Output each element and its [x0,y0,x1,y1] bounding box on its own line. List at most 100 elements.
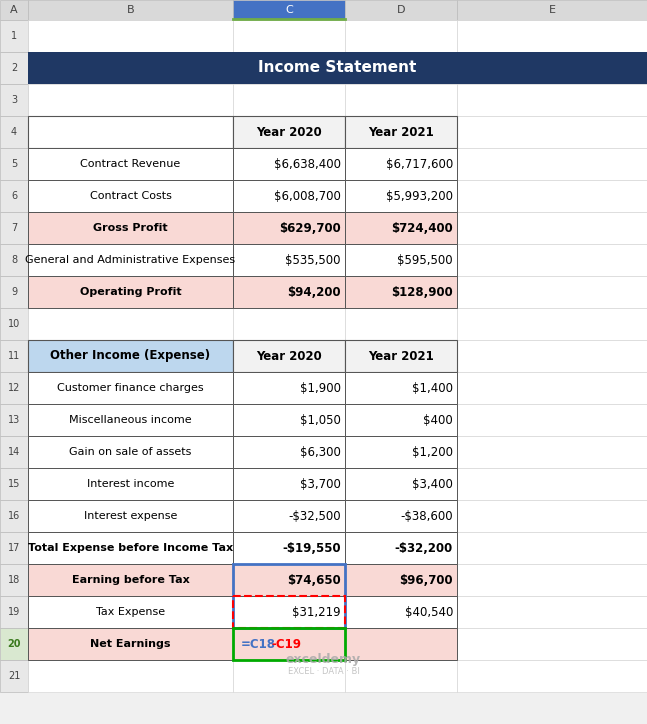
Bar [28,468,233,500]
Text: 5: 5 [11,159,17,169]
Text: $128,900: $128,900 [391,285,453,298]
Bar [28,404,233,436]
Text: 6: 6 [11,191,17,201]
Bar [233,340,345,372]
Bar [345,468,457,500]
Bar [0,244,28,276]
Bar [28,20,233,52]
Text: $96,700: $96,700 [399,573,453,586]
Text: $400: $400 [423,413,453,426]
Bar [345,340,457,372]
Text: $6,300: $6,300 [300,445,341,458]
Text: $1,200: $1,200 [412,445,453,458]
Bar [28,436,233,468]
Bar [345,628,457,660]
Bar [345,532,457,564]
Bar [345,212,457,244]
Bar [457,148,647,180]
Bar [345,596,457,628]
Bar [233,52,345,84]
Bar [28,244,233,276]
Bar [233,436,345,468]
Bar [0,212,28,244]
Bar [457,404,647,436]
Bar [233,20,345,52]
Bar [28,564,233,596]
Bar [28,564,233,596]
Bar [345,244,457,276]
Text: C: C [285,5,293,15]
Bar [233,180,345,212]
Bar [345,628,457,660]
Text: 12: 12 [8,383,20,393]
Bar [345,276,457,308]
Bar [345,116,457,148]
Bar [28,596,233,628]
Bar [457,500,647,532]
Bar [28,116,233,148]
Bar [345,436,457,468]
Text: Interest income: Interest income [87,479,174,489]
Bar [0,20,28,52]
Text: EXCEL · DATA · BI: EXCEL · DATA · BI [287,668,360,676]
Text: $1,900: $1,900 [300,382,341,395]
Bar [28,532,233,564]
Bar [233,372,345,404]
Bar [345,0,457,20]
Text: Year 2021: Year 2021 [368,350,434,363]
Bar [28,84,233,116]
Bar [28,532,233,564]
Text: Gross Profit: Gross Profit [93,223,168,233]
Text: Earning before Tax: Earning before Tax [72,575,190,585]
Bar [233,436,345,468]
Text: Gain on sale of assets: Gain on sale of assets [69,447,192,457]
Text: 1: 1 [11,31,17,41]
Bar [233,308,345,340]
Text: Operating Profit: Operating Profit [80,287,181,297]
Bar [28,628,233,660]
Bar [28,436,233,468]
Bar [233,212,345,244]
Bar [345,436,457,468]
Bar [345,564,457,596]
Bar [28,0,233,20]
Text: E: E [549,5,556,15]
Text: D: D [397,5,405,15]
Bar [233,276,345,308]
Bar [28,340,233,372]
Text: -$38,600: -$38,600 [400,510,453,523]
Bar [233,468,345,500]
Bar [0,628,28,660]
Text: B: B [127,5,135,15]
Bar [0,532,28,564]
Bar [233,628,345,660]
Bar [28,372,233,404]
Bar [457,660,647,692]
Bar [233,244,345,276]
Text: $40,540: $40,540 [404,605,453,618]
Bar [233,180,345,212]
Bar [0,148,28,180]
Bar [28,628,233,660]
Bar [345,596,457,628]
Bar [28,180,233,212]
Bar [457,84,647,116]
Bar [345,372,457,404]
Bar [233,532,345,564]
Bar [233,148,345,180]
Bar [345,500,457,532]
Text: Year 2020: Year 2020 [256,350,322,363]
Text: $6,008,700: $6,008,700 [274,190,341,203]
Text: 9: 9 [11,287,17,297]
Bar [233,468,345,500]
Bar [345,500,457,532]
Bar [345,212,457,244]
Bar [28,244,233,276]
Text: Year 2020: Year 2020 [256,125,322,138]
Bar [233,212,345,244]
Bar [233,84,345,116]
Text: $535,500: $535,500 [285,253,341,266]
Bar [457,180,647,212]
Text: =C18: =C18 [241,638,276,650]
Text: Tax Expense: Tax Expense [96,607,165,617]
